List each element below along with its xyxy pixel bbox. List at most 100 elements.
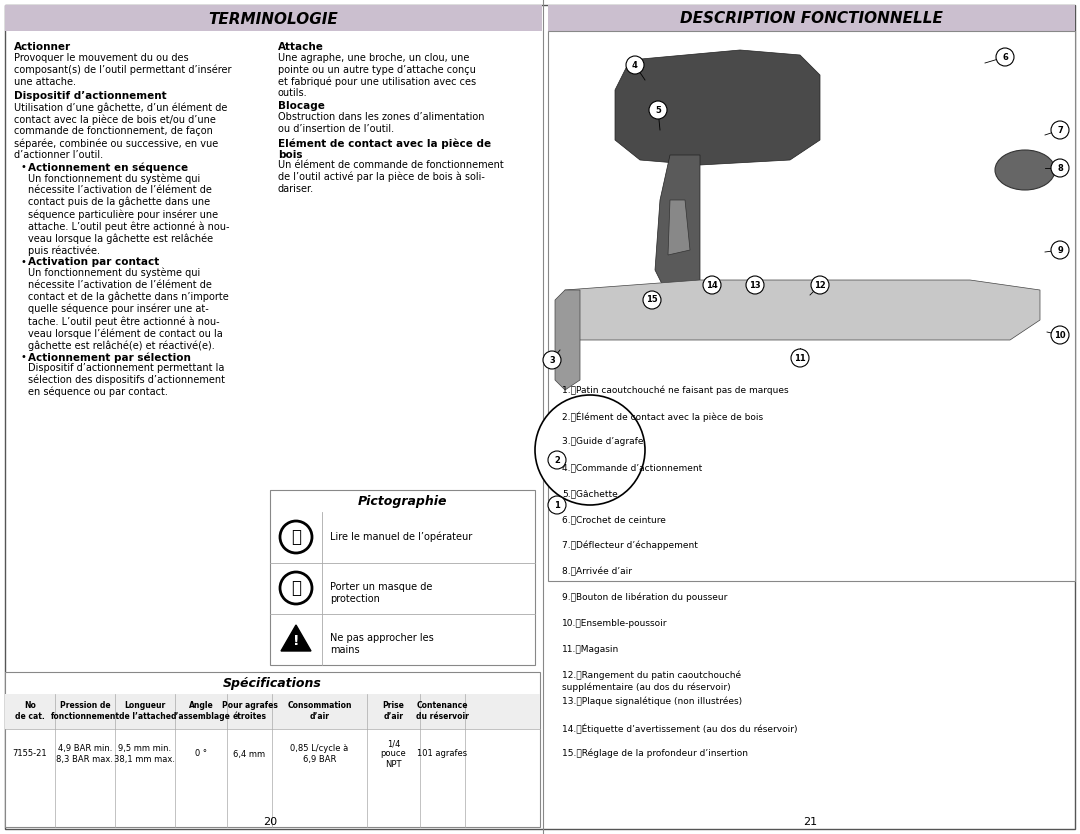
Text: 5: 5 <box>656 105 661 114</box>
Text: Lire le manuel de l’opérateur: Lire le manuel de l’opérateur <box>330 531 472 541</box>
Text: Pour agrafes
étroites: Pour agrafes étroites <box>221 701 278 721</box>
Text: Porter un masque de
protection: Porter un masque de protection <box>330 582 432 604</box>
Text: 4: 4 <box>632 61 638 69</box>
Circle shape <box>535 395 645 505</box>
Circle shape <box>626 56 644 74</box>
Text: 20: 20 <box>262 817 278 827</box>
FancyBboxPatch shape <box>5 5 1075 829</box>
Text: 6: 6 <box>1002 53 1008 62</box>
Text: 2: 2 <box>554 455 559 465</box>
Text: Pression de
fonctionnement: Pression de fonctionnement <box>51 701 120 721</box>
Text: 7.	Déflecteur d’échappement: 7. Déflecteur d’échappement <box>562 541 698 550</box>
Text: DESCRIPTION FONCTIONNELLE: DESCRIPTION FONCTIONNELLE <box>680 11 943 26</box>
Text: Pictographie: Pictographie <box>357 495 447 508</box>
Text: Activation par contact: Activation par contact <box>28 257 159 267</box>
Text: 3: 3 <box>549 355 555 364</box>
FancyBboxPatch shape <box>270 490 535 512</box>
Text: Un fonctionnement du système qui
nécessite l’activation de l’élément de
contact : Un fonctionnement du système qui nécessi… <box>28 173 229 256</box>
Text: 9,5 mm min.
38,1 mm max.: 9,5 mm min. 38,1 mm max. <box>114 744 175 764</box>
Circle shape <box>1051 121 1069 139</box>
Text: 15: 15 <box>646 295 658 304</box>
Text: 0 °: 0 ° <box>195 750 207 758</box>
Text: Ne pas approcher les
mains: Ne pas approcher les mains <box>330 633 434 655</box>
Polygon shape <box>565 280 1040 340</box>
Text: •: • <box>21 257 26 267</box>
Text: 3.	Guide d’agrafe: 3. Guide d’agrafe <box>562 437 644 446</box>
Circle shape <box>1051 241 1069 259</box>
Text: No
de cat.: No de cat. <box>15 701 45 721</box>
Circle shape <box>791 349 809 367</box>
Text: Dispositif d’actionnement permettant la
sélection des dispositifs d’actionnement: Dispositif d’actionnement permettant la … <box>28 363 225 397</box>
Text: Attache: Attache <box>278 42 324 52</box>
Text: Une agraphe, une broche, un clou, une
pointe ou un autre type d’attache conçu
et: Une agraphe, une broche, un clou, une po… <box>278 53 476 98</box>
Circle shape <box>649 101 667 119</box>
Text: Longueur
de l’attache: Longueur de l’attache <box>119 701 171 721</box>
Text: 7: 7 <box>1057 125 1063 134</box>
Text: !: ! <box>293 634 299 648</box>
Text: Un élément de commande de fonctionnement
de l’outil activé par la pièce de bois : Un élément de commande de fonctionnement… <box>278 160 503 193</box>
Circle shape <box>643 291 661 309</box>
Text: 15.	Réglage de la profondeur d’insertion: 15. Réglage de la profondeur d’insertion <box>562 749 748 758</box>
Text: Elément de contact avec la pièce de
bois: Elément de contact avec la pièce de bois <box>278 138 491 160</box>
Text: 6,4 mm: 6,4 mm <box>233 750 266 758</box>
FancyBboxPatch shape <box>548 31 1075 581</box>
Text: Contenance
du réservoir: Contenance du réservoir <box>416 701 469 721</box>
Text: 9: 9 <box>1057 245 1063 254</box>
Text: Spécifications: Spécifications <box>224 676 322 690</box>
Text: Actionnement par sélection: Actionnement par sélection <box>28 352 191 363</box>
Text: 6.	Crochet de ceinture: 6. Crochet de ceinture <box>562 515 666 524</box>
Text: 1: 1 <box>554 500 559 510</box>
Circle shape <box>1051 159 1069 177</box>
Text: •: • <box>21 352 26 362</box>
Text: 1.	Patin caoutchouché ne faisant pas de marques: 1. Patin caoutchouché ne faisant pas de … <box>562 385 788 394</box>
Text: 21: 21 <box>802 817 818 827</box>
Circle shape <box>1051 326 1069 344</box>
Text: 11: 11 <box>794 354 806 363</box>
Text: Actionnement en séquence: Actionnement en séquence <box>28 162 188 173</box>
Circle shape <box>703 276 721 294</box>
Text: 13.	Plaque signalétique (non illustrées): 13. Plaque signalétique (non illustrées) <box>562 697 742 706</box>
Text: 9.	Bouton de libération du pousseur: 9. Bouton de libération du pousseur <box>562 593 727 602</box>
FancyBboxPatch shape <box>5 672 540 827</box>
Text: Actionner: Actionner <box>14 42 71 52</box>
Text: 7155-21: 7155-21 <box>13 750 48 758</box>
FancyBboxPatch shape <box>548 5 1075 31</box>
Text: Utilisation d’une gâchette, d’un élément de
contact avec la pièce de bois et/ou : Utilisation d’une gâchette, d’un élément… <box>14 102 228 160</box>
Text: Angle
d’assemblage: Angle d’assemblage <box>171 701 231 721</box>
FancyBboxPatch shape <box>5 694 540 729</box>
Text: 11.	Magasin: 11. Magasin <box>562 645 619 654</box>
Ellipse shape <box>995 150 1055 190</box>
Text: 8: 8 <box>1057 163 1063 173</box>
Text: 12.	Rangement du patin caoutchouché
supplémentaire (au dos du réservoir): 12. Rangement du patin caoutchouché supp… <box>562 671 741 691</box>
Text: Consommation
d’air: Consommation d’air <box>287 701 352 721</box>
Polygon shape <box>669 200 690 255</box>
Text: 12: 12 <box>814 280 826 289</box>
Circle shape <box>746 276 764 294</box>
Circle shape <box>811 276 829 294</box>
Text: 4,9 BAR min.
8,3 BAR max.: 4,9 BAR min. 8,3 BAR max. <box>56 744 113 764</box>
Circle shape <box>996 48 1014 66</box>
Text: 4.	Commande d’actionnement: 4. Commande d’actionnement <box>562 463 702 472</box>
Text: 2.	Élément de contact avec la pièce de bois: 2. Élément de contact avec la pièce de b… <box>562 411 764 421</box>
FancyBboxPatch shape <box>5 5 542 31</box>
Text: 10: 10 <box>1054 330 1066 339</box>
Circle shape <box>548 451 566 469</box>
Text: 1/4
pouce
NPT: 1/4 pouce NPT <box>380 739 406 769</box>
Polygon shape <box>555 290 580 390</box>
Text: Prise
d’air: Prise d’air <box>382 701 404 721</box>
Polygon shape <box>615 50 820 165</box>
Text: 13: 13 <box>750 280 760 289</box>
Text: Provoquer le mouvement du ou des
composant(s) de l’outil permettant d’insérer
un: Provoquer le mouvement du ou des composa… <box>14 53 231 87</box>
Text: 10.	Ensemble-poussoir: 10. Ensemble-poussoir <box>562 619 667 628</box>
FancyBboxPatch shape <box>270 490 535 665</box>
Text: 🛡: 🛡 <box>291 579 301 597</box>
Text: 101 agrafes: 101 agrafes <box>418 750 468 758</box>
Text: Un fonctionnement du système qui
nécessite l’activation de l’élément de
contact : Un fonctionnement du système qui nécessi… <box>28 268 229 351</box>
Text: Obstruction dans les zones d’alimentation
ou d’insertion de l’outil.: Obstruction dans les zones d’alimentatio… <box>278 112 485 133</box>
FancyBboxPatch shape <box>5 672 540 694</box>
Circle shape <box>543 351 561 369</box>
Text: Dispositif d’actionnement: Dispositif d’actionnement <box>14 91 166 101</box>
Text: 0,85 L/cycle à
6,9 BAR: 0,85 L/cycle à 6,9 BAR <box>291 744 349 764</box>
Text: 14: 14 <box>706 280 718 289</box>
Polygon shape <box>654 155 700 290</box>
